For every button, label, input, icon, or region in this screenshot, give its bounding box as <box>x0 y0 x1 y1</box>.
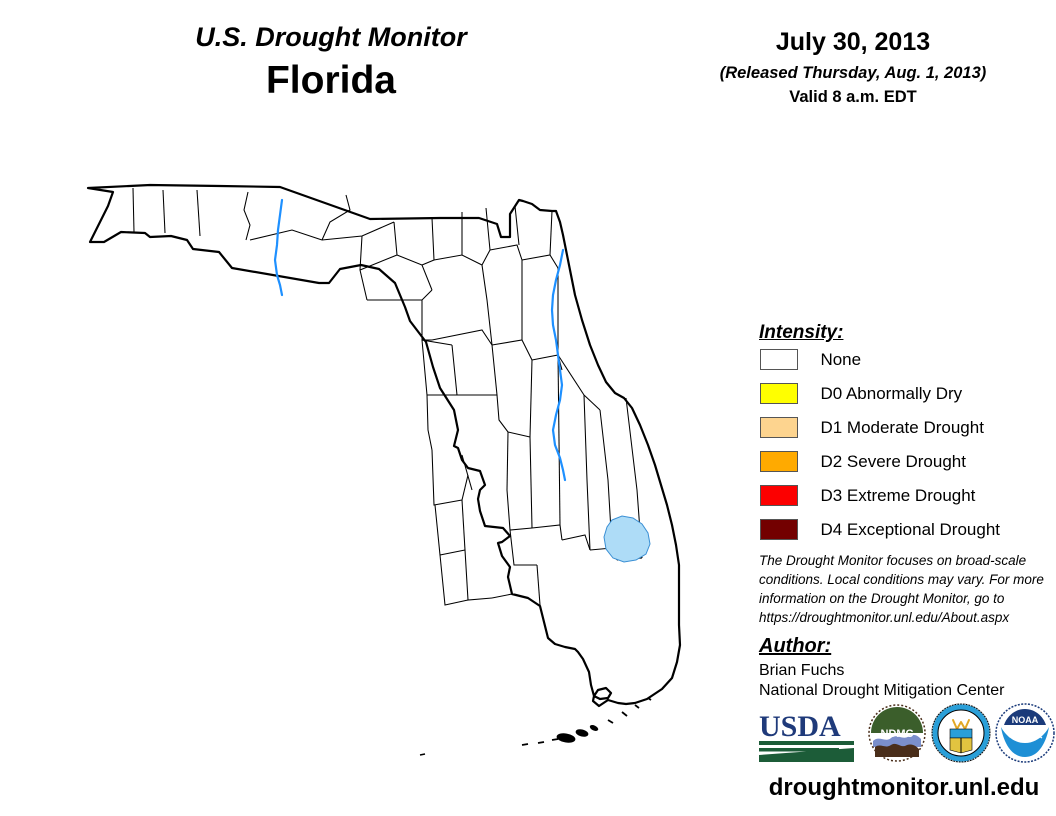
svg-text:USDA: USDA <box>759 710 841 743</box>
svg-text:NDMC: NDMC <box>881 728 914 740</box>
svg-text:NOAA: NOAA <box>1012 715 1039 725</box>
